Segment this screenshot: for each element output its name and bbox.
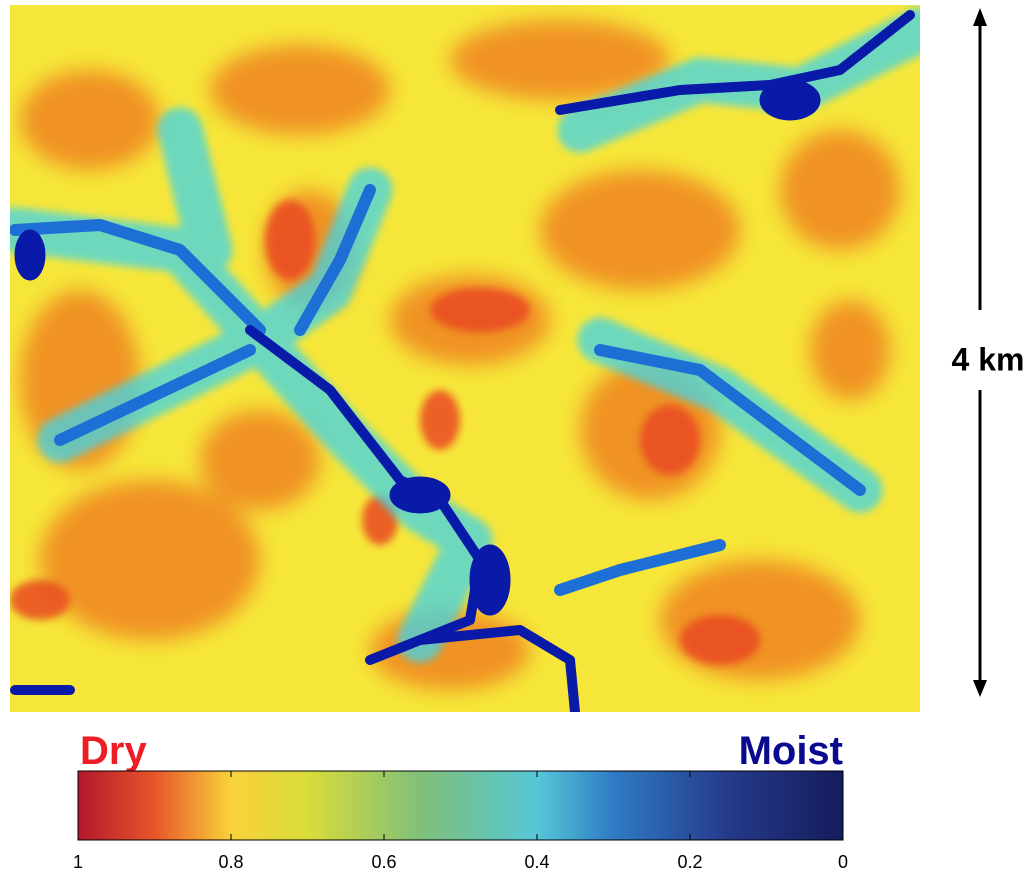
- figure: 4 km Dry Moist 1 0.8 0.6 0.4 0.2 0: [0, 0, 1031, 876]
- tick-label: 0.8: [218, 852, 243, 872]
- tick-label: 0.6: [371, 852, 396, 872]
- moisture-map: [10, 5, 920, 712]
- colorbar: [78, 771, 843, 840]
- tick-label: 0.2: [677, 852, 702, 872]
- scale-bar: 4 km: [952, 8, 1025, 697]
- moist-label: Moist: [739, 729, 843, 773]
- dry-label: Dry: [80, 729, 147, 773]
- tick-label: 0.4: [524, 852, 549, 872]
- scale-label: 4 km: [952, 341, 1025, 377]
- tick-label: 0: [838, 852, 848, 872]
- tick-label: 1: [73, 852, 83, 872]
